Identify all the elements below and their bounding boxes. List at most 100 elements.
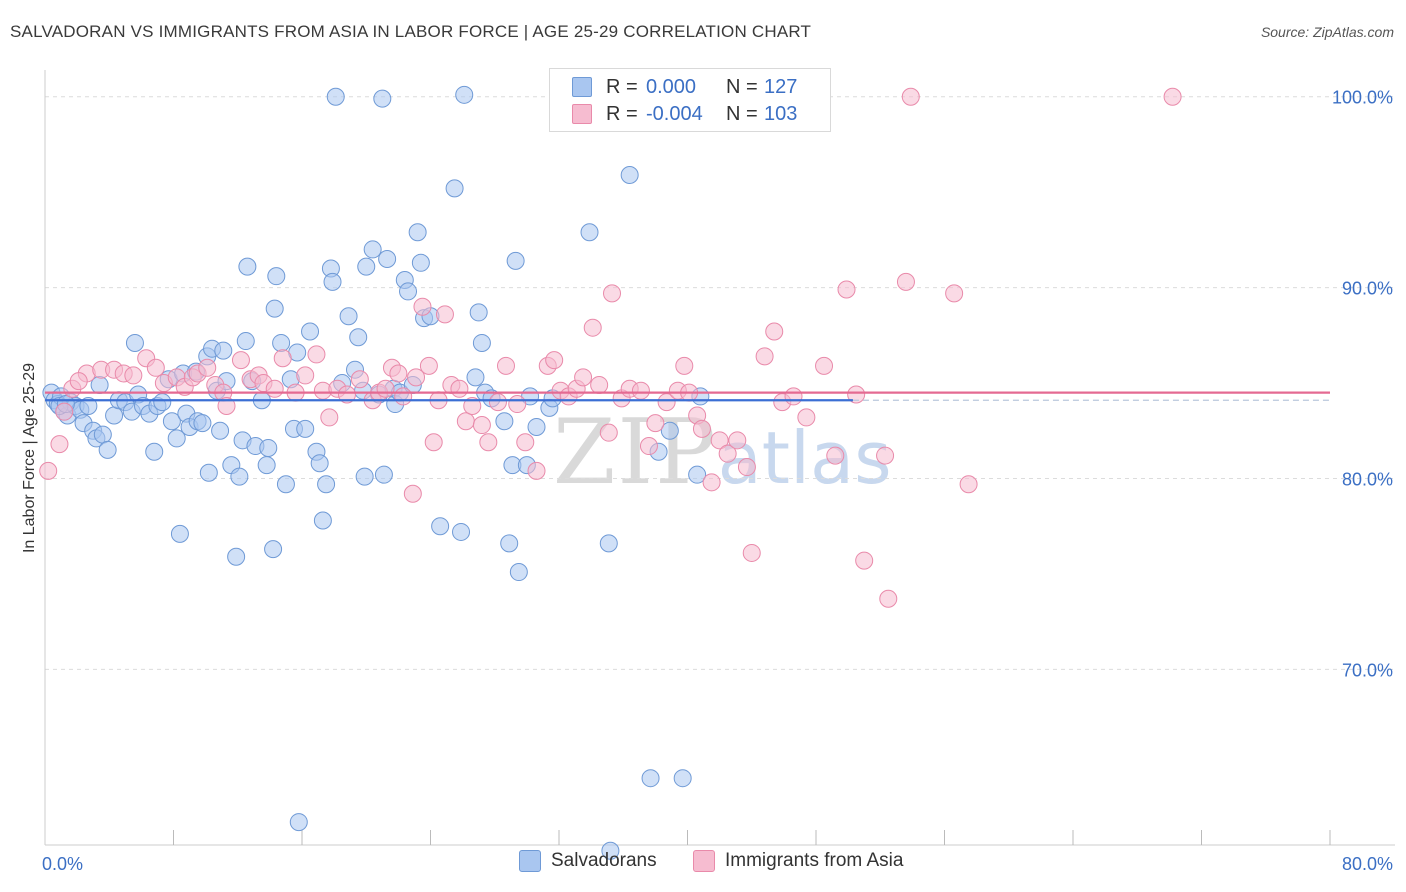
salvadoran-point: [162, 412, 181, 431]
legend-r-label: R =: [606, 102, 638, 125]
asia-immigrant-point: [55, 402, 74, 421]
watermark-atlas: atlas: [717, 416, 892, 500]
asia-immigrant-point: [675, 356, 694, 375]
asia-immigrant-point: [896, 272, 915, 291]
asia-immigrant-point: [901, 87, 920, 106]
asia-immigrant-point: [692, 419, 711, 438]
asia-immigrant-point: [646, 414, 665, 433]
asia-immigrant-point: [231, 351, 250, 370]
salvadoran-point: [317, 475, 336, 494]
axes: [44, 70, 1395, 846]
y-tick-label: 80.0%: [1342, 469, 1393, 489]
salvadoran-point: [445, 179, 464, 198]
asia-immigrant-point: [599, 423, 618, 442]
asia-immigrant-point: [959, 475, 978, 494]
salvadoran-point: [466, 368, 485, 387]
asia-immigrant-point: [1163, 87, 1182, 106]
salvadoran-point: [469, 303, 488, 322]
salvadoran-point: [601, 841, 620, 860]
salvadoran-point: [455, 85, 474, 104]
asia-immigrant-point: [765, 322, 784, 341]
asia-immigrant-point: [590, 375, 609, 394]
salvadoran-point: [230, 467, 249, 486]
asia-immigrant-point: [463, 396, 482, 415]
legend-n-value: 103: [764, 102, 798, 125]
salvadoran-point: [153, 393, 172, 412]
asia-immigrant-point: [296, 366, 315, 385]
salvadoran-point: [620, 165, 639, 184]
salvadoran-point: [452, 522, 471, 541]
salvadoran-point: [145, 442, 164, 461]
salvadoran-point: [408, 223, 427, 242]
salvadoran-point: [349, 328, 368, 347]
asia-immigrant-point: [574, 368, 593, 387]
salvadoran-point: [660, 421, 679, 440]
asia-immigrant-point: [855, 551, 874, 570]
legend-n-label: N =: [726, 75, 758, 98]
salvadoran-point: [289, 813, 308, 832]
salvadoran-point: [265, 299, 284, 318]
salvadoran-point: [339, 307, 358, 326]
asia-immigrant-point: [265, 379, 284, 398]
y-tick-label: 90.0%: [1342, 279, 1393, 299]
asia-immigrant-point: [50, 435, 69, 454]
salvadoran-point: [272, 333, 291, 352]
salvadoran-point: [313, 511, 332, 530]
salvadoran-point: [125, 333, 144, 352]
salvadoran-point: [506, 251, 525, 270]
asia-immigrant-point: [479, 433, 498, 452]
asia-immigrant-point: [198, 358, 217, 377]
salvadoran-point: [641, 769, 660, 788]
legend-r-label: R =: [606, 75, 638, 98]
salvadoran-point: [93, 425, 112, 444]
asia-immigrant-point: [273, 349, 292, 368]
x-tick-label: 0.0%: [42, 854, 83, 874]
salvadoran-point: [259, 438, 278, 457]
legend-n-value: 127: [764, 75, 798, 98]
asia-immigrant-point: [389, 364, 408, 383]
asia-immigrant-point: [508, 395, 527, 414]
salvadoran-point: [211, 421, 230, 440]
salvadoran-point: [310, 454, 329, 473]
asia-immigrant-point: [39, 461, 58, 480]
asia-immigrant-point: [847, 385, 866, 404]
salvadoran-point: [238, 257, 257, 276]
salvadoran-point: [264, 540, 283, 559]
asia-immigrant-point: [407, 368, 426, 387]
asia-immigrant-point: [815, 356, 834, 375]
asia-immigrant-point: [742, 543, 761, 562]
asia-immigrant-point: [527, 461, 546, 480]
asia-immigrant-point: [945, 284, 964, 303]
salvadoran-point: [431, 517, 450, 536]
salvadoran-point: [79, 396, 98, 415]
asia-immigrant-point: [583, 318, 602, 337]
bottom-legend-salvadorans: Salvadorans: [519, 850, 657, 872]
salvadoran-point: [276, 475, 295, 494]
bottom-legend-swatch-pink: [693, 850, 715, 872]
asia-immigrant-point: [435, 305, 454, 324]
legend-row-salvadorans: R = 0.000 N = 127: [572, 74, 797, 100]
series-salvadorans: [42, 85, 710, 860]
x-tick-label: 80.0%: [1342, 854, 1393, 874]
salvadoran-point: [378, 249, 397, 268]
asia-immigrant-point: [488, 393, 507, 412]
salvadoran-point: [267, 267, 286, 286]
legend-r-value: 0.000: [646, 75, 697, 98]
salvadoran-point: [301, 322, 320, 341]
salvadoran-point: [355, 467, 374, 486]
salvadoran-point: [527, 417, 546, 436]
salvadoran-point: [495, 412, 514, 431]
salvadoran-point: [500, 534, 519, 553]
asia-immigrant-point: [879, 589, 898, 608]
salvadoran-point: [296, 419, 315, 438]
asia-immigrant-point: [450, 379, 469, 398]
legend-swatch-pink: [572, 104, 592, 124]
asia-immigrant-point: [124, 366, 143, 385]
y-axis-label: In Labor Force | Age 25-29: [21, 363, 38, 553]
salvadoran-point: [257, 456, 276, 475]
source-credit: Source: ZipAtlas.com: [1260, 24, 1394, 40]
asia-immigrant-point: [737, 458, 756, 477]
asia-immigrant-point: [545, 351, 564, 370]
asia-immigrant-point: [217, 396, 236, 415]
